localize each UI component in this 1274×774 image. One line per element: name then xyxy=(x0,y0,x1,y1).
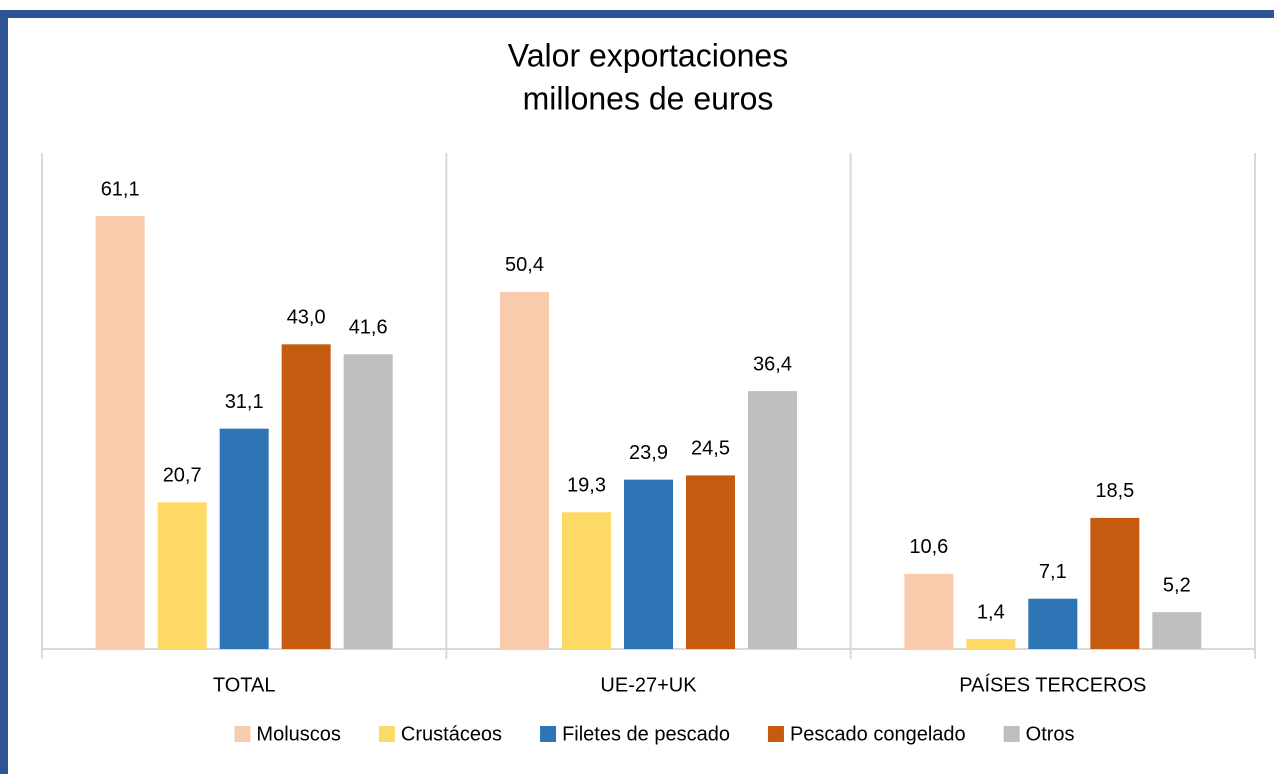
data-label: 43,0 xyxy=(287,307,326,329)
legend-swatch xyxy=(767,726,784,742)
legend-label: Otros xyxy=(1026,723,1075,745)
bar xyxy=(95,216,145,649)
data-label: 31,1 xyxy=(225,391,264,413)
data-label: 5,2 xyxy=(1163,574,1191,596)
data-label: 61,1 xyxy=(101,178,140,200)
bar xyxy=(1090,517,1140,649)
bar xyxy=(966,639,1016,649)
data-label: 10,6 xyxy=(909,536,948,558)
data-label: 18,5 xyxy=(1095,480,1134,502)
bar xyxy=(1028,598,1078,649)
data-label: 36,4 xyxy=(753,353,792,375)
bar xyxy=(686,475,735,649)
legend-swatch xyxy=(378,726,395,742)
x-tick-label: TOTAL xyxy=(213,674,276,696)
legend-label: Filetes de pescado xyxy=(562,723,730,745)
data-label: 23,9 xyxy=(629,442,668,464)
bar xyxy=(219,428,269,649)
legend-label: Pescado congelado xyxy=(790,723,966,745)
data-label: 24,5 xyxy=(691,438,730,460)
legend-label: Moluscos xyxy=(256,723,340,745)
bar xyxy=(624,479,673,649)
bar xyxy=(1152,612,1202,649)
bar xyxy=(343,354,393,649)
frame-top xyxy=(0,10,1274,18)
legend-swatch xyxy=(234,726,251,742)
legend-swatch xyxy=(540,726,557,742)
frame-left xyxy=(0,10,8,774)
bar xyxy=(157,502,207,649)
chart-title: Valor exportaciones xyxy=(508,37,788,73)
bar xyxy=(904,573,954,649)
x-tick-label: PAÍSES TERCEROS xyxy=(959,673,1146,696)
bar xyxy=(500,291,549,649)
data-label: 50,4 xyxy=(505,254,544,276)
data-label: 1,4 xyxy=(977,601,1005,623)
bar xyxy=(281,344,331,649)
legend-swatch xyxy=(1003,726,1020,742)
legend-label: Crustáceos xyxy=(401,723,502,745)
data-label: 20,7 xyxy=(163,465,202,487)
data-label: 19,3 xyxy=(567,475,606,497)
x-tick-label: UE-27+UK xyxy=(600,674,697,696)
data-label: 41,6 xyxy=(349,317,388,339)
chart-subtitle: millones de euros xyxy=(523,80,774,116)
bar xyxy=(562,512,611,649)
data-label: 7,1 xyxy=(1039,561,1067,583)
bar xyxy=(748,391,797,649)
